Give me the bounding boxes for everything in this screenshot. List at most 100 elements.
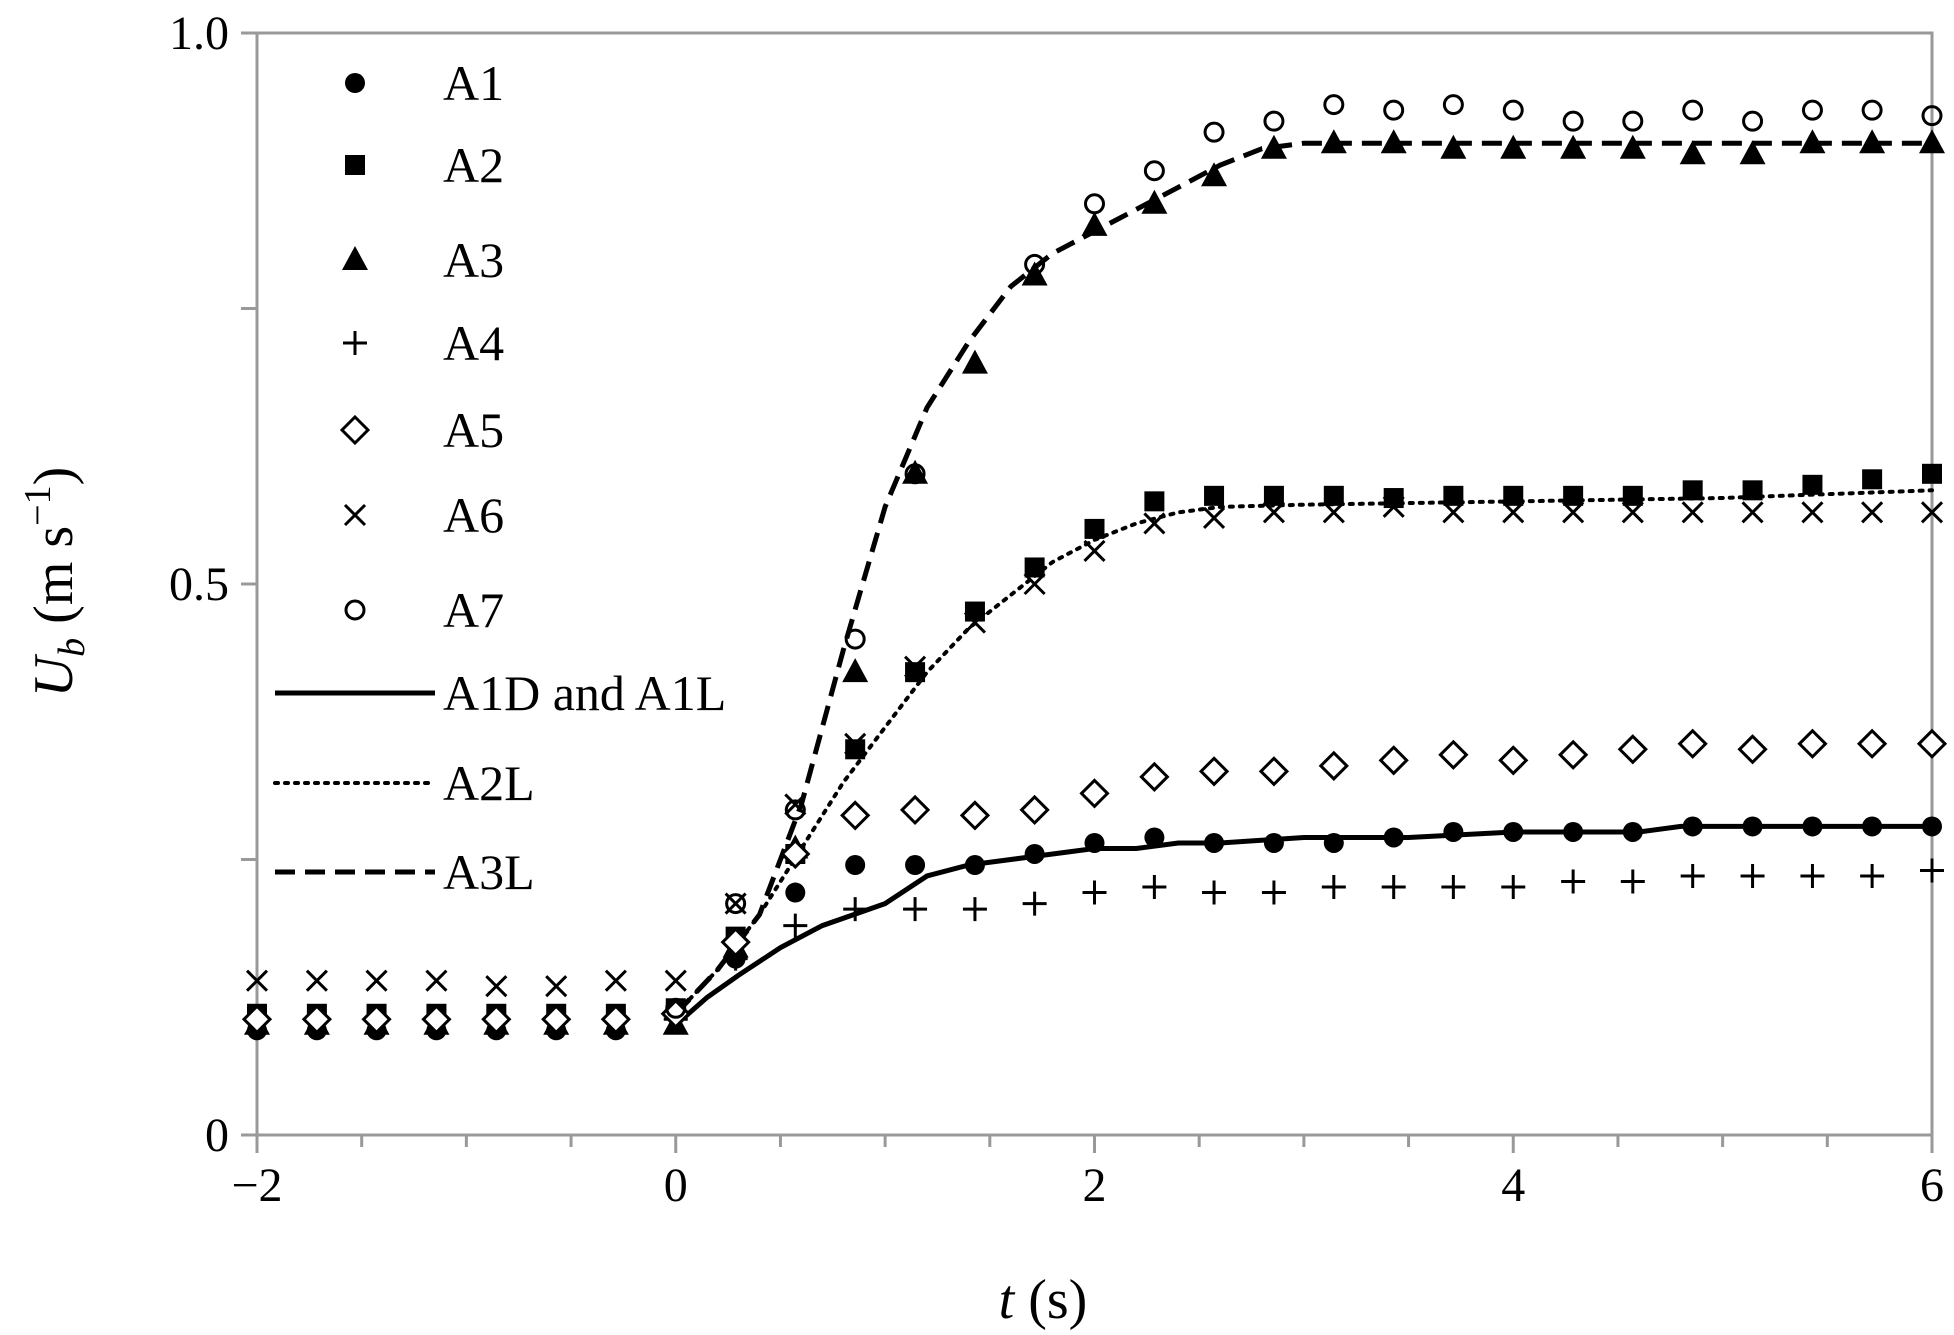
marker-a5 [1617, 734, 1648, 765]
marker-a4 [962, 897, 987, 922]
marker-a5 [959, 800, 991, 831]
marker-a6 [604, 969, 627, 992]
marker-a5 [899, 794, 931, 826]
marker-a3 [1919, 129, 1945, 154]
legend-label: A6 [443, 487, 504, 543]
legend-marker-a4 [343, 331, 367, 355]
marker-a7 [1383, 99, 1405, 121]
marker-a6 [1801, 501, 1824, 524]
marker-a7 [1682, 99, 1704, 121]
marker-a6 [1621, 501, 1644, 524]
marker-a7 [1024, 253, 1046, 275]
marker-a4 [1142, 875, 1167, 900]
marker-a1 [1862, 816, 1883, 837]
series-line-a1d-and-a1l [674, 823, 1932, 1027]
marker-a4 [1202, 880, 1227, 905]
marker-a1 [1263, 832, 1284, 853]
marker-a7 [1263, 110, 1285, 132]
marker-a7 [1622, 110, 1644, 132]
legend-marker-a6 [343, 503, 367, 527]
marker-a6 [1322, 501, 1345, 524]
marker-a5 [780, 838, 811, 870]
marker-a7 [1562, 110, 1584, 132]
marker-a3 [1320, 129, 1347, 154]
marker-a4 [1261, 880, 1286, 905]
marker-a3 [1201, 162, 1228, 187]
legend-item-a1: A1 [345, 55, 504, 111]
marker-a5 [1378, 745, 1409, 776]
legend-label: A7 [443, 582, 504, 638]
marker-a4 [1381, 875, 1406, 900]
legend-item-a6: A6 [343, 487, 504, 543]
marker-a4 [1680, 864, 1705, 889]
legend-label: A1D and A1L [443, 665, 726, 721]
marker-a1 [785, 882, 806, 903]
marker-a3 [1679, 140, 1706, 165]
marker-a5 [361, 1004, 392, 1035]
marker-a1 [1742, 816, 1763, 837]
x-tick-label: 0 [664, 1159, 688, 1212]
marker-a7 [844, 628, 866, 650]
marker-a5 [1019, 794, 1050, 826]
marker-a1 [1383, 827, 1404, 848]
marker-a6 [1262, 501, 1285, 524]
marker-a6 [1382, 495, 1405, 518]
marker-a6 [1741, 501, 1764, 524]
marker-a2 [1323, 485, 1344, 506]
marker-a6 [1920, 501, 1944, 524]
tick-labels: −2 0 2 4 600.51.0 [169, 7, 1944, 1212]
marker-a2 [1682, 480, 1703, 501]
marker-a6 [1562, 501, 1585, 524]
marker-a1 [1922, 816, 1942, 837]
marker-a4 [903, 897, 928, 922]
marker-a3 [1141, 189, 1168, 214]
marker-a2 [964, 601, 985, 622]
legend-label: A3 [443, 232, 504, 288]
marker-a2 [1443, 485, 1464, 506]
marker-a4 [843, 897, 868, 922]
marker-a6 [1023, 572, 1046, 596]
marker-a6 [1143, 512, 1166, 535]
legend-marker-a2 [345, 155, 365, 175]
marker-a1 [1084, 832, 1105, 853]
marker-a4 [1620, 869, 1645, 894]
legend-label: A1 [443, 55, 504, 111]
marker-a3 [1260, 134, 1287, 159]
marker-a5 [600, 1004, 631, 1035]
x-axis-title: t (s) [999, 1269, 1088, 1331]
marker-a1 [1443, 821, 1464, 842]
marker-a6 [1442, 501, 1465, 524]
marker-a5 [481, 1004, 512, 1035]
marker-a4 [1860, 864, 1885, 889]
marker-a7 [1084, 193, 1105, 215]
marker-a6 [1202, 506, 1226, 529]
legend-label: A5 [443, 402, 504, 458]
marker-a5 [1079, 778, 1110, 809]
marker-a6 [844, 732, 867, 755]
marker-a4 [1740, 864, 1765, 889]
legend-label: A4 [443, 315, 504, 371]
marker-a7 [1143, 160, 1165, 182]
legend-item-a4: A4 [343, 315, 504, 371]
marker-a6 [784, 793, 807, 816]
legend: A1 A2 A3 A4 A5 A6 A7 A1D and A1L A2L A3L [273, 55, 726, 900]
series-line-a3l [673, 140, 1932, 1016]
legend-item-a2: A2 [345, 137, 504, 193]
marker-a6 [305, 969, 328, 992]
marker-a6 [1681, 501, 1704, 524]
x-tick-label: 4 [1501, 1159, 1525, 1212]
legend-item-a3: A3 [342, 232, 504, 288]
marker-a7 [1203, 121, 1225, 143]
marker-a1 [964, 855, 985, 876]
marker-a4 [1441, 875, 1466, 900]
marker-a2 [1862, 469, 1883, 490]
data-markers [241, 94, 1948, 1041]
marker-a6 [245, 969, 269, 992]
axes [241, 31, 1934, 1153]
marker-a3 [1440, 134, 1467, 159]
marker-a3 [1560, 134, 1587, 159]
marker-a1 [1622, 821, 1643, 842]
legend-marker-a3 [342, 246, 368, 270]
marker-a5 [840, 800, 871, 831]
marker-a5 [541, 1004, 572, 1035]
